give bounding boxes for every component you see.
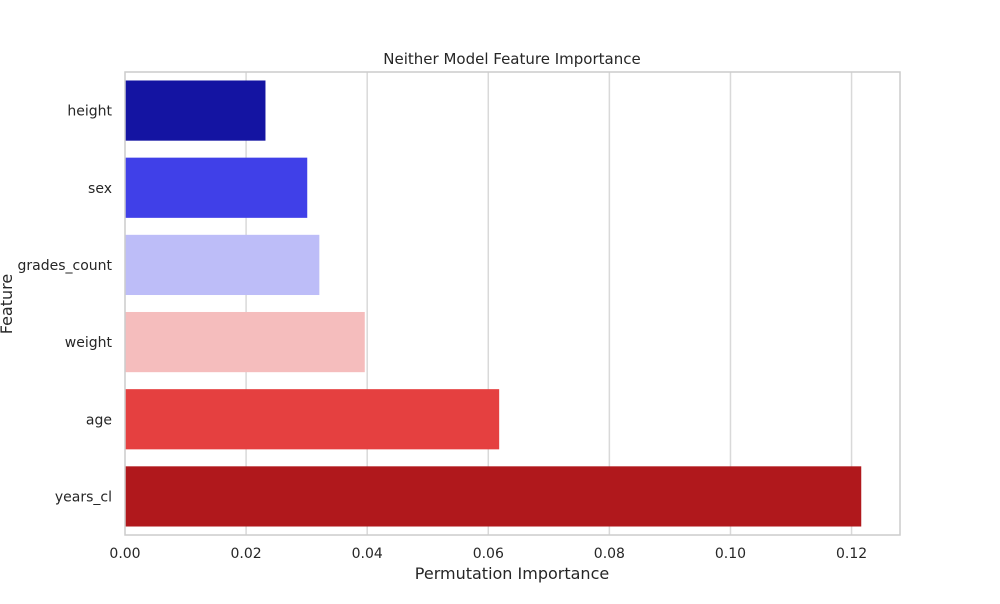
y-tick-label: age	[86, 412, 112, 428]
x-tick-label: 0.08	[594, 546, 625, 562]
plot-frame	[124, 71, 901, 536]
bar-sex	[125, 157, 308, 218]
y-tick-label: grades_count	[17, 258, 112, 274]
x-tick-label: 0.12	[836, 546, 867, 562]
chart-title: Neither Model Feature Importance	[383, 50, 640, 68]
y-tick-label: years_cl	[55, 489, 112, 505]
x-axis-label: Permutation Importance	[415, 564, 609, 583]
bar-height	[125, 80, 266, 141]
x-tick-label: 0.02	[231, 546, 262, 562]
y-tick-label: height	[67, 104, 112, 120]
grid-layer	[245, 72, 853, 535]
bar-weight	[125, 311, 365, 373]
bar-grades-count	[125, 234, 320, 296]
x-tick-label: 0.10	[715, 546, 746, 562]
x-tick-labels: 0.00 0.02 0.04 0.06 0.08 0.10 0.12	[109, 546, 867, 562]
bar-age	[125, 389, 500, 450]
x-tick-label: 0.04	[352, 546, 383, 562]
x-tick-label: 0.00	[109, 546, 140, 562]
bar-layer	[125, 80, 862, 527]
y-axis-label: Feature	[0, 274, 16, 334]
x-tick-label: 0.06	[473, 546, 504, 562]
bar-years-cl	[125, 466, 862, 527]
y-tick-label: sex	[88, 181, 112, 197]
y-tick-label: weight	[65, 335, 113, 351]
